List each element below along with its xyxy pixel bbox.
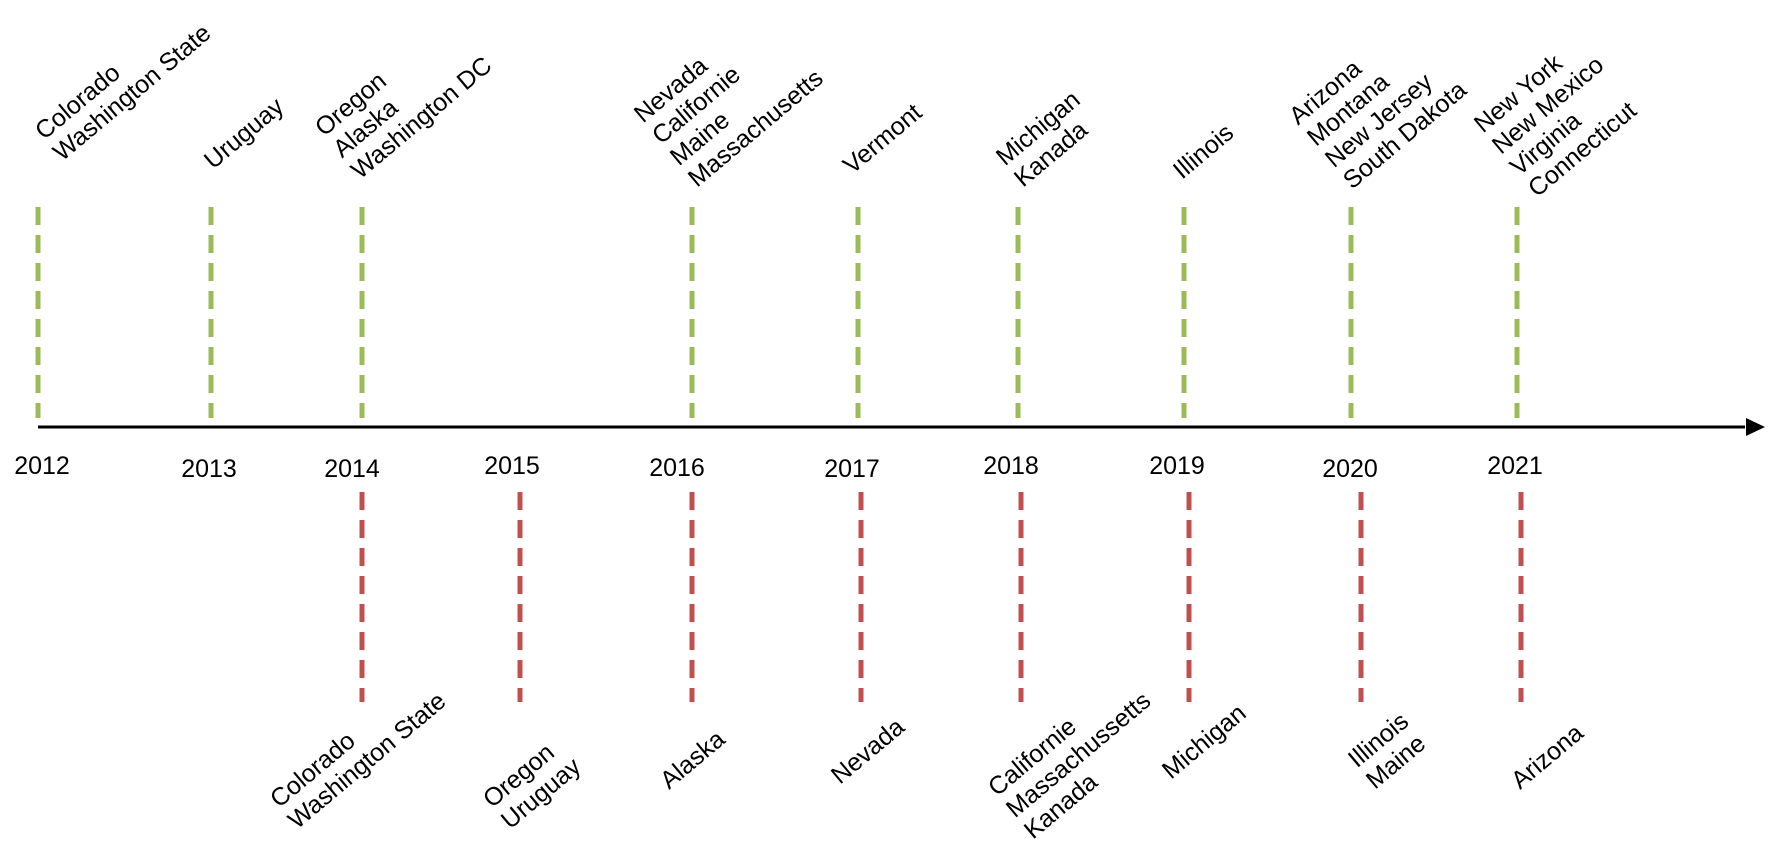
year-label-2014: 2014	[324, 455, 380, 483]
year-label-2017: 2017	[824, 455, 880, 483]
year-label-2012: 2012	[14, 452, 70, 480]
above-group-2013: Uruguay	[199, 92, 290, 175]
year-labels: 2012 2013 2014 2015 2016 2017 2018 2019 2020 2021	[14, 452, 1543, 483]
marker-lines	[35, 207, 1524, 702]
below-group-2021: Arizona	[1506, 719, 1589, 795]
below-label: Arizona	[1506, 719, 1589, 795]
timeline-arrowhead	[1746, 418, 1765, 436]
below-group-2017: Nevada	[826, 713, 910, 790]
year-label-2016: 2016	[649, 454, 705, 482]
below-label: Michigan	[1157, 699, 1252, 785]
year-label-2018: 2018	[983, 452, 1039, 480]
below-label: Alaska	[655, 725, 731, 795]
year-label-2015: 2015	[484, 452, 540, 480]
year-label-2013: 2013	[181, 455, 237, 483]
below-group-2019: Michigan	[1157, 699, 1252, 785]
above-label: Illinois	[1168, 118, 1239, 184]
year-label-2020: 2020	[1322, 455, 1378, 483]
above-group-2017: Vermont	[838, 98, 927, 179]
above-label: Vermont	[838, 98, 927, 179]
above-group-2019: Illinois	[1168, 118, 1239, 184]
year-label-2019: 2019	[1149, 452, 1205, 480]
below-group-2016: Alaska	[655, 725, 731, 795]
year-label-2021: 2021	[1487, 452, 1543, 480]
below-label: Nevada	[826, 713, 910, 790]
above-label: Uruguay	[199, 92, 290, 175]
